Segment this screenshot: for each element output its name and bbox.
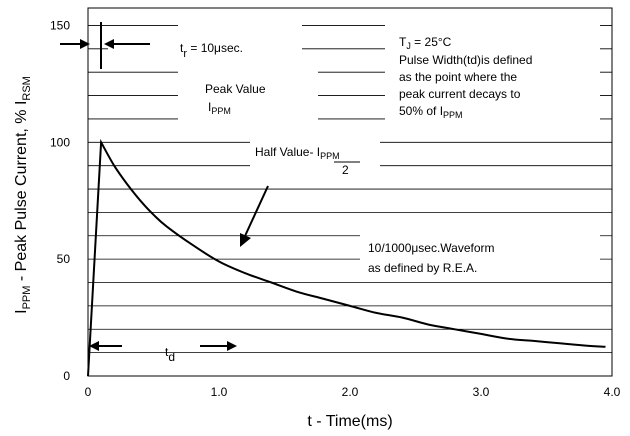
y-tick-label: 150 (50, 18, 70, 32)
y-tick-label: 0 (63, 369, 70, 383)
pulse-width-td-label: td (165, 345, 175, 364)
x-tick-label: 2.0 (342, 385, 359, 399)
peak-value-label: Peak Value (205, 82, 266, 96)
pulse-width-line-1: Pulse Width(td)is defined (399, 53, 532, 67)
y-axis-ticks: 0 50 100 150 (50, 18, 70, 383)
pulse-width-line-2: as the point where the (399, 70, 517, 84)
waveform-label-line-2: as defined by R.E.A. (368, 261, 477, 275)
x-tick-label: 3.0 (473, 385, 490, 399)
half-value-denominator: 2 (342, 163, 349, 177)
half-value-arrow-shaft (245, 186, 268, 236)
x-tick-label: 1.0 (211, 385, 228, 399)
td-arrow-right-head (227, 341, 237, 351)
waveform-label-line-1: 10/1000μsec.Waveform (368, 241, 495, 255)
x-tick-label: 0 (85, 385, 92, 399)
x-axis-ticks: 0 1.0 2.0 3.0 4.0 (85, 385, 621, 399)
pulse-width-line-3: peak current decays to (399, 87, 521, 101)
x-tick-label: 4.0 (604, 385, 621, 399)
y-axis-title: IPPM - Peak Pulse Current, % IRSM (13, 76, 33, 314)
y-tick-label: 100 (50, 135, 70, 149)
x-axis-title: t - Time(ms) (307, 413, 392, 430)
y-tick-label: 50 (57, 252, 71, 266)
